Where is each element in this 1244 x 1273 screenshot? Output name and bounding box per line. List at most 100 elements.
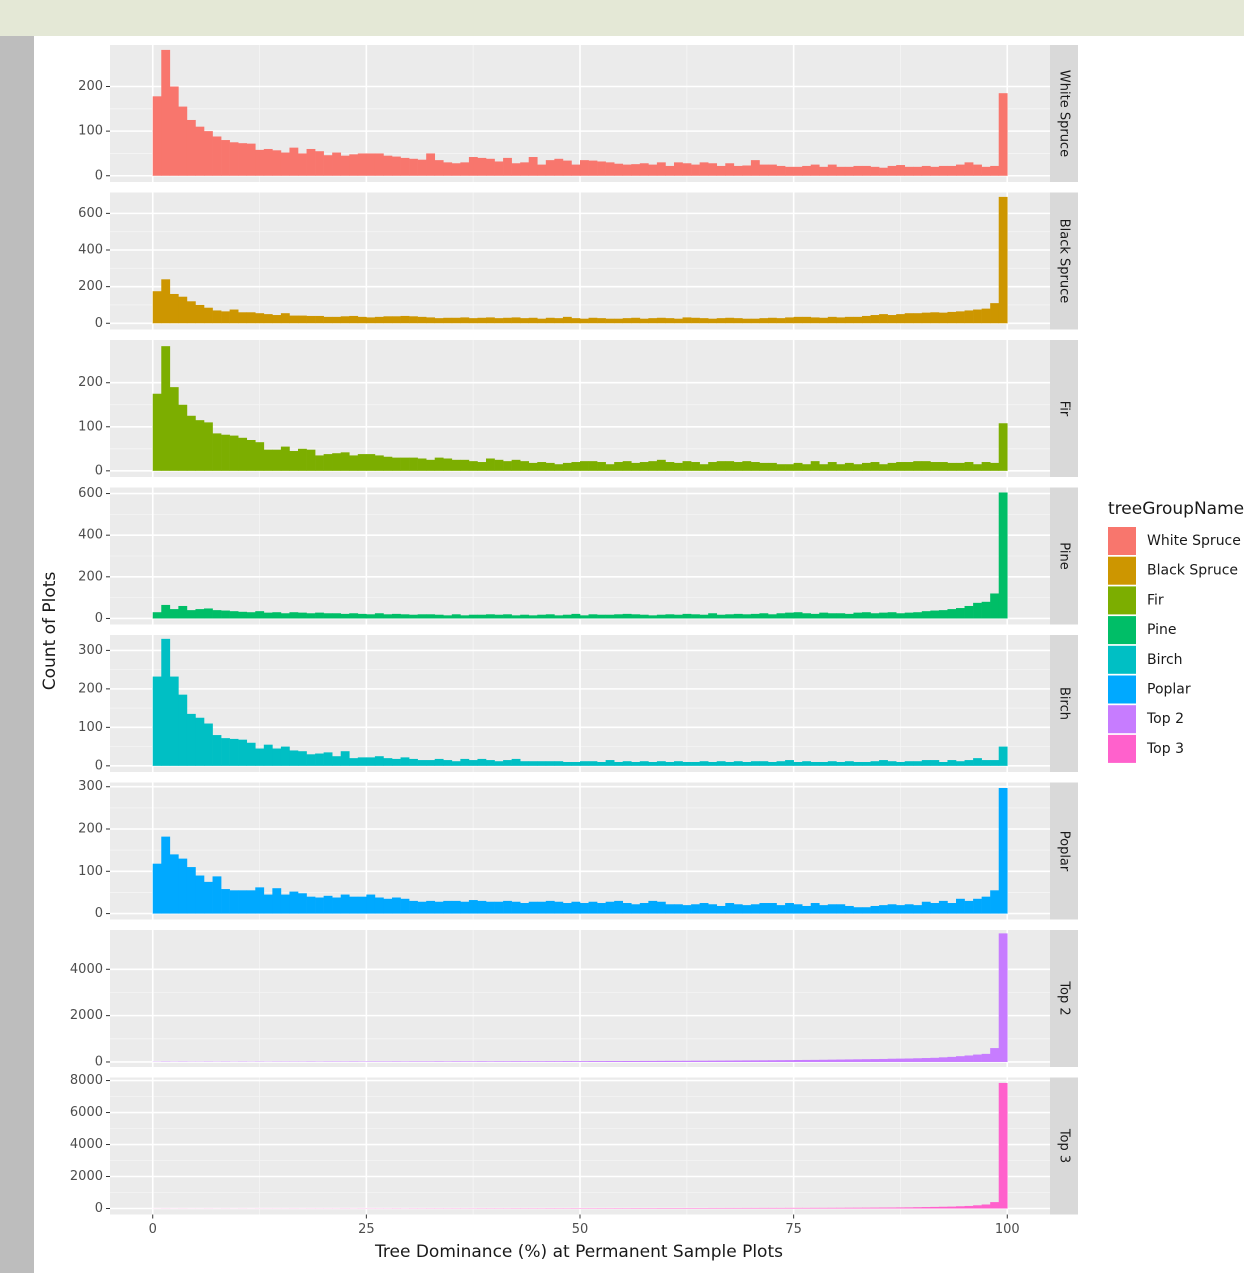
histogram-bar	[965, 462, 974, 471]
histogram-bar	[187, 867, 196, 914]
histogram-bar	[529, 157, 538, 176]
histogram-bar	[349, 897, 358, 914]
map-background	[0, 0, 1244, 36]
histogram-bar	[580, 761, 589, 766]
histogram-bar	[819, 762, 828, 766]
histogram-bar	[640, 462, 649, 471]
histogram-bar	[589, 614, 598, 618]
histogram-bar	[307, 613, 316, 618]
histogram-bar	[691, 165, 700, 176]
histogram-bar	[828, 904, 837, 913]
histogram-bar	[811, 1060, 820, 1062]
histogram-bar	[486, 760, 495, 766]
histogram-bar	[375, 153, 384, 175]
histogram-bar	[811, 614, 820, 619]
histogram-bar	[529, 761, 538, 766]
histogram-bar	[700, 464, 709, 471]
histogram-bar	[896, 1059, 905, 1062]
histogram-bar	[845, 1059, 854, 1062]
histogram-bar	[418, 614, 427, 618]
facet-label: Birch	[1057, 687, 1072, 720]
histogram-bar	[477, 318, 486, 323]
histogram-bar	[930, 903, 939, 914]
histogram-bar	[777, 464, 786, 471]
histogram-bar	[999, 197, 1008, 323]
histogram-bar	[742, 319, 751, 324]
histogram-bar	[742, 1060, 751, 1062]
histogram-bar	[571, 1061, 580, 1062]
histogram-bar	[477, 1061, 486, 1062]
histogram-bar	[657, 162, 666, 175]
y-tick-label: 400	[78, 243, 103, 258]
histogram-bar	[272, 315, 281, 323]
histogram-bar	[614, 901, 623, 914]
histogram-bar	[486, 902, 495, 914]
histogram-bar	[862, 1059, 871, 1062]
histogram-bar	[836, 613, 845, 618]
histogram-bar	[597, 161, 606, 175]
histogram-bar	[238, 438, 247, 471]
histogram-bar	[563, 463, 572, 471]
histogram-bar	[794, 1208, 803, 1209]
histogram-bar	[939, 1057, 948, 1062]
histogram-bar	[691, 614, 700, 618]
histogram-bar	[768, 762, 777, 766]
histogram-bar	[255, 749, 264, 766]
histogram-bar	[255, 442, 264, 471]
histogram-bar	[888, 612, 897, 618]
histogram-bar	[853, 1208, 862, 1209]
histogram-bar	[238, 890, 247, 913]
histogram-bar	[178, 695, 187, 766]
histogram-bar	[845, 167, 854, 176]
histogram-bar	[435, 458, 444, 471]
histogram-bar	[349, 154, 358, 175]
histogram-bar	[939, 166, 948, 176]
histogram-bar	[529, 1061, 538, 1062]
histogram-bar	[640, 903, 649, 914]
histogram-bar	[879, 613, 888, 619]
histogram-bar	[640, 1061, 649, 1062]
histogram-bar	[153, 864, 162, 914]
histogram-bar	[648, 901, 657, 914]
histogram-bar	[751, 1208, 760, 1209]
histogram-bar	[204, 131, 213, 176]
histogram-bar	[307, 149, 316, 176]
histogram-bar	[665, 614, 674, 618]
histogram-bar	[272, 749, 281, 766]
histogram-bar	[238, 312, 247, 323]
histogram-bar	[777, 905, 786, 913]
histogram-bar	[537, 462, 546, 471]
histogram-bar	[392, 157, 401, 176]
histogram-bar	[606, 760, 615, 766]
histogram-bar	[349, 613, 358, 618]
histogram-bar	[905, 462, 914, 471]
histogram-bar	[392, 898, 401, 914]
histogram-bar	[315, 613, 324, 619]
histogram-bar	[879, 314, 888, 323]
histogram-bar	[520, 761, 529, 766]
histogram-bar	[751, 1060, 760, 1062]
histogram-bar	[418, 902, 427, 914]
histogram-bar	[819, 167, 828, 176]
histogram-bar	[930, 462, 939, 471]
histogram-bar	[879, 1208, 888, 1209]
y-tick-label: 2000	[70, 1169, 103, 1184]
map-background	[0, 36, 34, 1273]
histogram-bar	[443, 318, 452, 323]
histogram-bar	[426, 460, 435, 471]
histogram-bar	[922, 461, 931, 471]
histogram-bar	[734, 318, 743, 323]
histogram-bar	[802, 613, 811, 618]
histogram-bar	[734, 166, 743, 176]
facet-label: Pine	[1057, 542, 1072, 569]
histogram-bar	[623, 761, 632, 766]
histogram-bar	[700, 318, 709, 323]
histogram-bar	[785, 1060, 794, 1062]
histogram-bar	[725, 762, 734, 766]
histogram-bar	[238, 612, 247, 619]
histogram-bar	[614, 1061, 623, 1062]
histogram-bar	[708, 163, 717, 175]
histogram-bar	[862, 463, 871, 471]
histogram-bar	[589, 161, 598, 176]
histogram-bar	[289, 451, 298, 471]
